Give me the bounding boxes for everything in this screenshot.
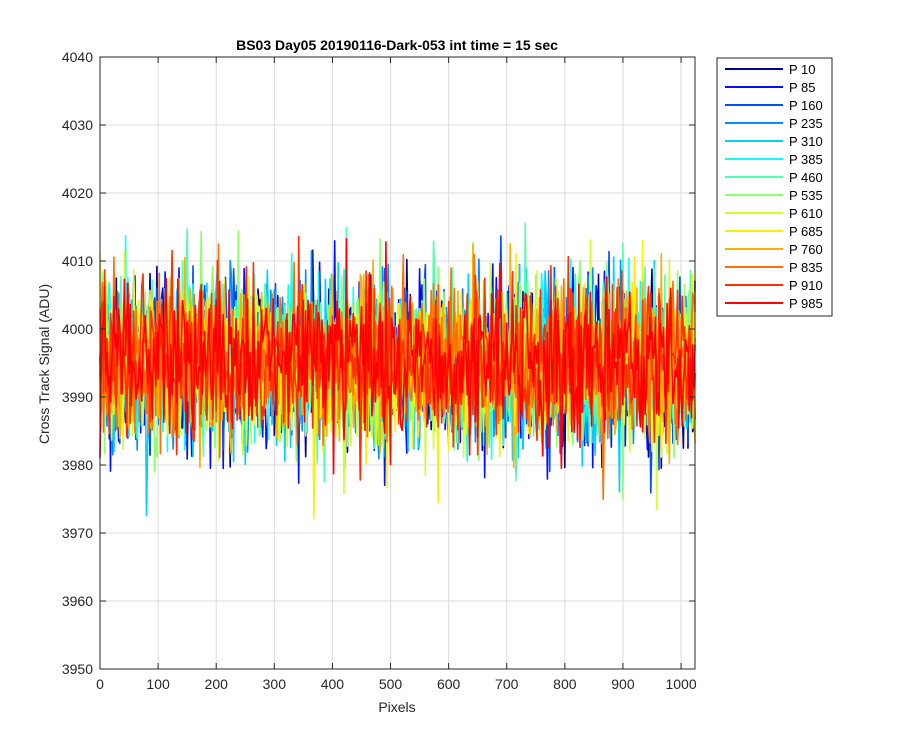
x-tick-label: 100	[146, 676, 170, 692]
legend-box	[716, 57, 833, 317]
legend-label: P 85	[789, 80, 816, 95]
legend-label: P 10	[789, 62, 816, 77]
y-tick-label: 3980	[62, 457, 93, 473]
x-tick-label: 500	[379, 676, 403, 692]
legend-label: P 760	[789, 242, 823, 257]
legend-label: P 460	[789, 170, 823, 185]
y-tick-label: 3990	[62, 389, 93, 405]
legend-label: P 610	[789, 206, 823, 221]
legend-label: P 985	[789, 296, 823, 311]
series-line-p-985	[99, 238, 696, 475]
y-tick-label: 4030	[62, 117, 93, 133]
x-tick-label: 700	[495, 676, 519, 692]
y-tick-label: 4020	[62, 185, 93, 201]
x-axis-label: Pixels	[378, 699, 415, 715]
x-tick-label: 200	[205, 676, 229, 692]
x-tick-label: 0	[96, 676, 104, 692]
legend-label: P 910	[789, 278, 823, 293]
legend-label: P 385	[789, 152, 823, 167]
x-tick-label: 300	[263, 676, 287, 692]
x-tick-label: 400	[321, 676, 345, 692]
y-tick-labels: 3950 3960 3970 3980 3990 4000 4010 4020 4030 4040	[62, 49, 93, 677]
x-tick-label: 1000	[665, 676, 696, 692]
x-tick-label: 900	[611, 676, 635, 692]
legend-label: P 310	[789, 134, 823, 149]
plot-frame	[99, 56, 696, 670]
legend-label: P 235	[789, 116, 823, 131]
legend-label: P 160	[789, 98, 823, 113]
y-tick-label: 4000	[62, 321, 93, 337]
legend: P 10 P 85 P 160 P 235 P 310 P 385 P 460 P 535 P …	[716, 57, 833, 317]
chart-title: BS03 Day05 20190116-Dark-053 int time = …	[236, 37, 558, 53]
series-layer	[99, 222, 696, 520]
x-tick-label: 600	[437, 676, 461, 692]
y-tick-label: 4010	[62, 253, 93, 269]
legend-label: P 835	[789, 260, 823, 275]
x-tick-label: 800	[553, 676, 577, 692]
y-tick-label: 3950	[62, 661, 93, 677]
y-tick-label: 4040	[62, 49, 93, 65]
y-axis-label: Cross Track Signal (ADU)	[36, 284, 52, 444]
legend-label: P 535	[789, 188, 823, 203]
tick-marks	[99, 56, 695, 670]
y-tick-label: 3960	[62, 593, 93, 609]
x-tick-labels: 0 100 200 300 400 500 600 700 800 900 1000	[96, 676, 697, 692]
y-tick-label: 3970	[62, 525, 93, 541]
legend-label: P 685	[789, 224, 823, 239]
